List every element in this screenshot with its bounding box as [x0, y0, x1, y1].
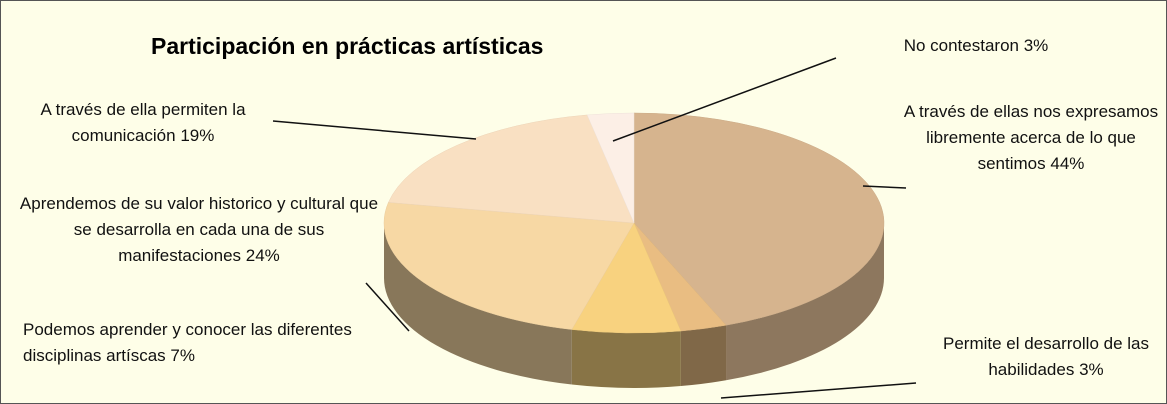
data-label: Permite el desarrollo de las habilidades…	[931, 331, 1161, 383]
slice	[633, 222, 727, 387]
slice	[633, 112, 885, 381]
category-label: A través de ellas nos expresamos libreme…	[903, 102, 1159, 173]
data-label: A través de ella permiten la comunicació…	[3, 97, 283, 149]
leader-line	[365, 282, 410, 332]
category-label: A través de ella permiten la comunicació…	[40, 100, 246, 145]
slice	[571, 222, 682, 388]
category-label: Podemos aprender y conocer las diferente…	[23, 320, 352, 365]
leader-line	[862, 185, 907, 189]
data-label: No contestaron 3%	[851, 33, 1101, 59]
slice-top	[586, 112, 635, 224]
chart-title: Participación en prácticas artísticas	[151, 33, 544, 59]
data-label: Aprendemos de su valor historico y cultu…	[19, 191, 379, 269]
slice-side	[726, 223, 884, 381]
slice-side	[680, 325, 727, 387]
leader-line	[720, 382, 917, 399]
pie	[383, 112, 885, 388]
value-label: 44%	[1050, 154, 1085, 173]
leader-line	[612, 57, 837, 142]
slice-side	[384, 223, 572, 385]
category-label: No contestaron	[903, 36, 1019, 55]
data-label: A través de ellas nos expresamos libreme…	[901, 99, 1161, 177]
slice	[586, 112, 635, 224]
category-label: Permite el desarrollo de las habilidades	[943, 334, 1149, 379]
value-label: 24%	[245, 246, 280, 265]
leader-line	[272, 120, 477, 140]
slice	[383, 202, 635, 385]
slice-top	[383, 202, 635, 330]
slice-top	[571, 222, 682, 334]
slice-side	[571, 329, 681, 388]
category-label: Aprendemos de su valor historico y cultu…	[19, 194, 379, 265]
data-label: Podemos aprender y conocer las diferente…	[23, 317, 363, 369]
slice	[388, 114, 635, 224]
value-label: 3%	[1023, 36, 1049, 55]
value-label: 7%	[170, 346, 195, 365]
slice-top	[633, 112, 885, 326]
value-label: 3%	[1079, 360, 1104, 379]
slice-top	[388, 114, 635, 224]
value-label: 19%	[180, 126, 215, 145]
